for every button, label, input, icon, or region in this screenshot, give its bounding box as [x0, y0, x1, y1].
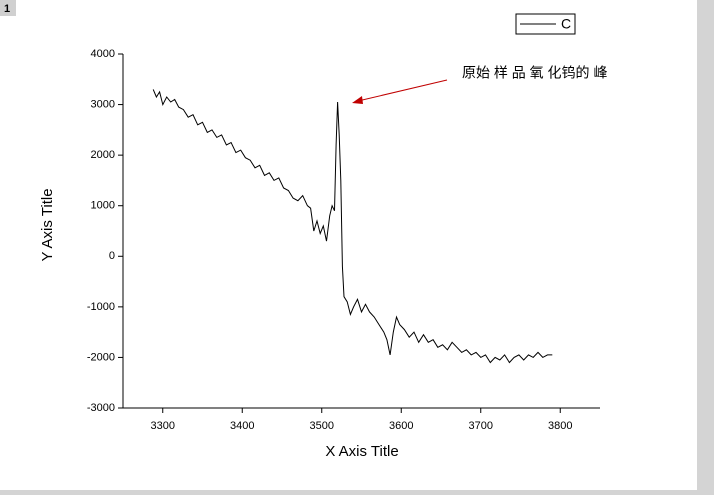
legend-box [515, 13, 576, 35]
annotation: 原始 样 品 氧 化钨的 峰 [462, 65, 607, 81]
y-tick-label: 0 [109, 250, 115, 262]
arrow-head [352, 96, 363, 104]
x-tick-label: 3500 [310, 420, 334, 432]
y-tick-label: 3000 [91, 98, 115, 110]
panel-label: 1 [4, 3, 10, 15]
x-tick-label: 3600 [389, 420, 413, 432]
y-tick-label: -3000 [87, 402, 115, 414]
x-tick-label: 3700 [469, 420, 493, 432]
annotation-arrow [357, 79, 448, 102]
x-tick-label: 3300 [151, 420, 175, 432]
y-axis-label: Y Axis Title [39, 188, 56, 261]
y-tick-label: -1000 [87, 301, 115, 313]
y-tick-label: 4000 [91, 48, 115, 60]
legend-label: C [561, 16, 571, 32]
y-tick-label: 1000 [91, 200, 115, 212]
x-axis-label: X Axis Title [325, 443, 398, 460]
x-tick-label: 3400 [230, 420, 254, 432]
x-tick-label: 3800 [548, 420, 572, 432]
bottom-strip [0, 490, 714, 495]
y-tick-label: 2000 [91, 149, 115, 161]
side-strip [697, 0, 714, 495]
series-line [152, 89, 553, 364]
y-tick-label: -2000 [87, 351, 115, 363]
panel-tab [0, 0, 16, 16]
